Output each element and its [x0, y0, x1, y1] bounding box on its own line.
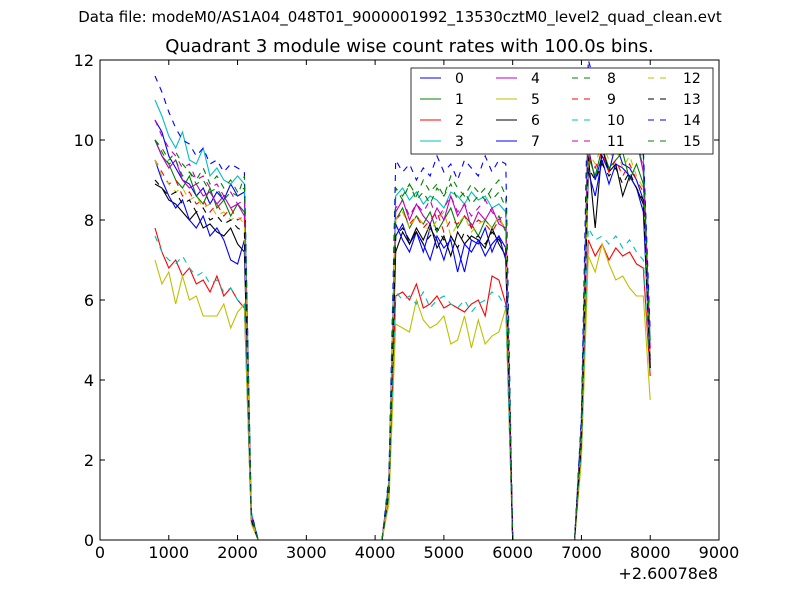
- y-tick-label: 8: [84, 211, 94, 230]
- legend-label: 6: [531, 113, 540, 129]
- x-tick-label: 8000: [630, 543, 671, 562]
- legend-entry-3: 3: [420, 134, 464, 150]
- legend-label: 15: [683, 134, 701, 150]
- legend-label: 2: [455, 113, 464, 129]
- legend-entry-9: 9: [572, 92, 616, 108]
- legend-label: 12: [683, 71, 701, 87]
- legend-entry-13: 13: [648, 92, 701, 108]
- x-tick-label: 5000: [424, 543, 465, 562]
- legend-label: 8: [607, 71, 616, 87]
- legend-label: 14: [683, 113, 701, 129]
- y-tick-label: 0: [84, 531, 94, 550]
- legend-entry-11: 11: [572, 134, 625, 150]
- y-tick-label: 2: [84, 451, 94, 470]
- y-tick-label: 10: [74, 131, 94, 150]
- x-tick-label: 3000: [286, 543, 327, 562]
- legend-entry-12: 12: [648, 71, 701, 87]
- legend-entry-14: 14: [648, 113, 701, 129]
- y-tick-label: 4: [84, 371, 94, 390]
- series-line-6: [154, 147, 651, 541]
- x-tick-label: 2000: [217, 543, 258, 562]
- legend-label: 4: [531, 71, 540, 87]
- series-line-7: [154, 159, 651, 541]
- y-tick-label: 12: [74, 51, 94, 70]
- legend-label: 3: [455, 134, 464, 150]
- chart-title: Quadrant 3 module wise count rates with …: [165, 36, 654, 57]
- legend-entry-4: 4: [496, 71, 540, 87]
- x-tick-label: 9000: [699, 543, 740, 562]
- legend-label: 0: [455, 71, 464, 87]
- series-line-15: [154, 110, 651, 541]
- series-line-12: [154, 142, 651, 541]
- legend-label: 11: [607, 134, 625, 150]
- x-tick-label: 0: [95, 543, 105, 562]
- legend-entry-7: 7: [496, 134, 540, 150]
- legend-label: 10: [607, 113, 625, 129]
- legend-box: [410, 67, 714, 155]
- legend-entry-8: 8: [572, 71, 616, 87]
- suptitle: Data file: modeM0/AS1A04_048T01_90000019…: [78, 8, 722, 26]
- legend-entry-2: 2: [420, 113, 464, 129]
- x-tick-label: 4000: [355, 543, 396, 562]
- legend-entry-15: 15: [648, 134, 701, 150]
- legend-label: 13: [683, 92, 701, 108]
- series-line-10: [154, 226, 651, 541]
- y-tick-label: 6: [84, 291, 94, 310]
- legend-label: 9: [607, 92, 616, 108]
- legend-entry-6: 6: [496, 113, 540, 129]
- series-line-9: [154, 150, 651, 541]
- legend-entry-5: 5: [496, 92, 540, 108]
- x-offset-label: +2.60078e8: [618, 564, 718, 583]
- x-tick-label: 1000: [148, 543, 189, 562]
- x-tick-label: 7000: [561, 543, 602, 562]
- legend-entry-1: 1: [420, 92, 464, 108]
- legend-entry-10: 10: [572, 113, 625, 129]
- axis-ticks: 0 1000 2000 3000 4000 5000 6000 7000 8000 9000 0 2 4…: [74, 51, 740, 562]
- legend-label: 7: [531, 134, 540, 150]
- x-tick-label: 6000: [492, 543, 533, 562]
- legend-entry-0: 0: [420, 71, 464, 87]
- series-line-2: [154, 227, 651, 541]
- series-line-13: [154, 162, 651, 541]
- legend-label: 1: [455, 92, 464, 108]
- legend-label: 5: [531, 92, 540, 108]
